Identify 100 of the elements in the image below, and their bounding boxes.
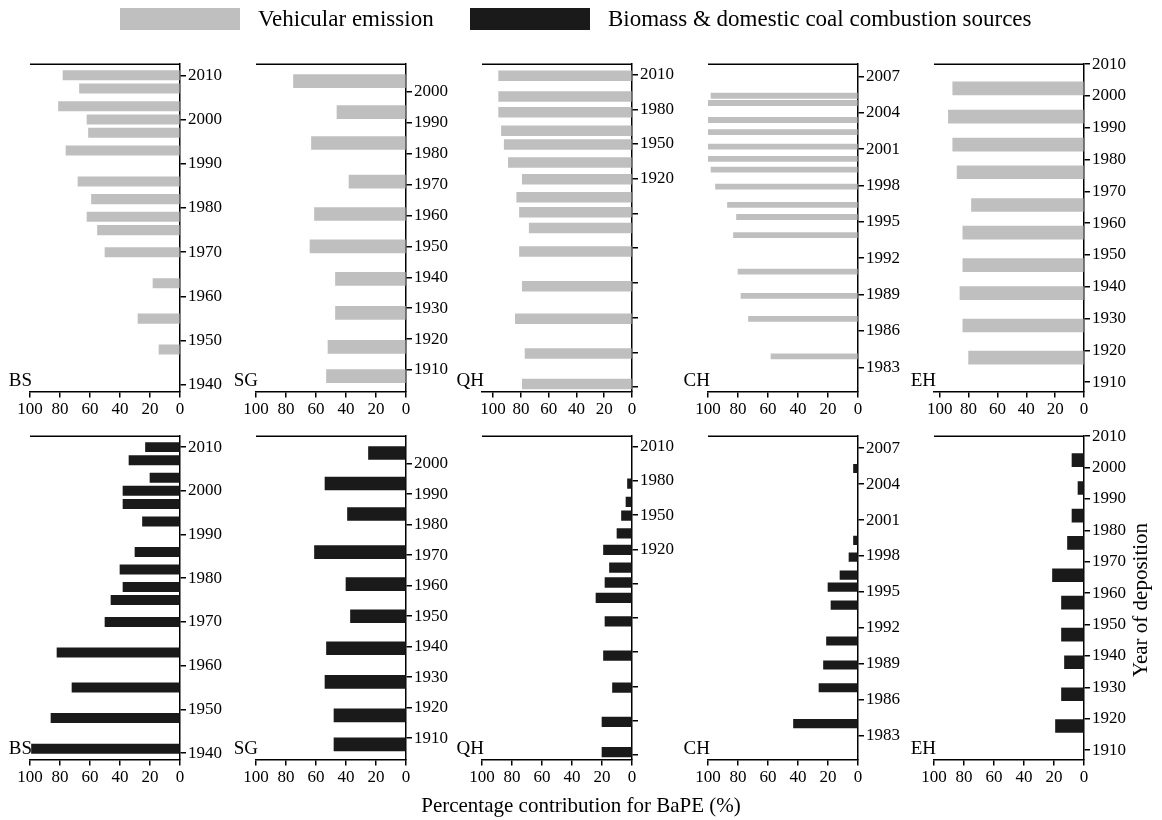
x-tick-label: 20 [367,767,385,787]
bar [595,592,632,604]
bar [625,496,632,508]
bar [333,737,406,752]
bar [86,211,180,222]
bar [830,600,858,610]
bar [748,315,858,322]
bar [1071,508,1084,523]
x-tick-label: 40 [789,767,807,787]
bar [971,198,1084,212]
bar [311,136,406,150]
bar [324,476,406,491]
bar [86,114,180,125]
x-tick-label: 60 [533,767,551,787]
bar [627,478,632,489]
bar [498,70,632,82]
bar [601,716,632,728]
y-tick-label: 1980 [414,143,448,163]
annotation: SG [233,369,259,391]
y-tick-label: 1940 [188,742,222,762]
y-tick-label: 1910 [414,727,448,747]
x-tick-label: 80 [277,399,295,419]
y-tick-label: 2004 [866,102,901,122]
y-tick-label: 1920 [1092,708,1126,728]
bar [335,272,406,286]
x-tick-label: 0 [627,399,637,419]
bar [516,192,632,203]
x-tick-label: 80 [277,767,295,787]
bar [715,183,858,190]
x-tick-label: 60 [540,399,558,419]
bar [50,713,180,724]
x-tick-label: 20 [1046,399,1064,419]
bar [368,446,406,460]
bar [621,510,632,521]
bar [345,577,406,591]
bar [56,647,180,658]
bar [503,139,632,150]
bar [818,683,858,693]
text: Biomass & domestic coal combustion sources [608,6,1032,32]
y-tick-label: 1980 [188,567,222,587]
bar [827,582,858,592]
x-tick-label: 80 [503,767,521,787]
bar [1064,655,1084,670]
annotation: EH [910,737,937,759]
x-tick-label: 40 [1017,399,1035,419]
x-tick-label: 100 [695,399,721,419]
x-tick-label: 80 [51,767,69,787]
bar [122,498,180,509]
y-axis-title: Year of deposition [1127,522,1153,678]
bar [1077,481,1084,495]
y-tick-label: 1930 [1092,307,1126,327]
y-tick-label: 2010 [188,436,222,456]
x-tick-label: 80 [51,399,69,419]
bar [137,313,180,324]
bar [736,214,858,220]
x-tick-label: 0 [853,767,863,787]
x-tick-label: 80 [729,767,747,787]
bar [498,106,632,118]
bar [740,292,858,299]
x-tick-label: 20 [819,399,837,419]
bar [333,708,406,723]
x-tick-label: 40 [111,399,129,419]
x-tick-label: 80 [729,399,747,419]
x-tick-label: 0 [401,399,411,419]
x-tick-label: 0 [853,399,863,419]
y-tick-label: 1930 [414,666,448,686]
bar [324,674,406,689]
y-tick-label: 1950 [414,605,448,625]
y-tick-label: 1995 [866,581,900,601]
y-tick-label: 1980 [1092,519,1126,539]
y-tick-label: 1950 [188,698,222,718]
x-tick-label: 60 [759,767,777,787]
y-tick-label: 1989 [866,653,900,673]
y-tick-label: 2000 [1092,85,1126,105]
bar [710,166,858,173]
bar [149,472,180,483]
y-tick-label: 1998 [866,174,900,194]
bar [77,176,180,187]
x-tick-label: 20 [367,399,385,419]
x-tick-label: 20 [141,399,159,419]
x-tick-label: 0 [175,399,185,419]
y-tick-label: 1920 [640,168,674,188]
bar [91,194,180,205]
annotation: CH [683,369,711,391]
y-tick-label: 1950 [640,504,674,524]
bar [31,743,180,754]
bar [501,125,632,136]
bar [104,616,180,627]
bar [1067,536,1084,550]
y-tick-label: 1980 [188,197,222,217]
bar [348,174,406,189]
bar [152,278,180,289]
y-tick-label: 1998 [866,545,900,565]
y-tick-label: 1940 [188,374,222,394]
bar [79,83,180,94]
bar [519,246,632,257]
x-tick-label: 40 [337,399,355,419]
bar [336,105,406,119]
bar [528,222,632,234]
x-tick-label: 80 [960,399,978,419]
